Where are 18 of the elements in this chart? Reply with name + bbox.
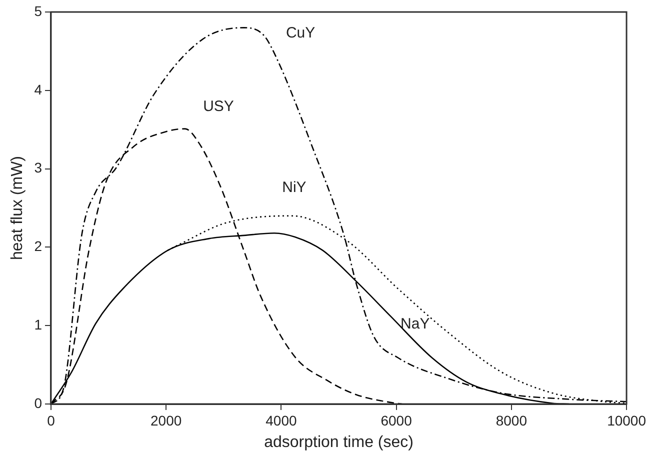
y-tick-label: 4 (34, 81, 42, 98)
x-tick-label: 10000 (607, 412, 646, 428)
y-tick-label: 0 (34, 394, 42, 411)
y-tick-label: 2 (34, 238, 42, 254)
y-tick-label: 1 (34, 316, 42, 332)
x-tick-label: 4000 (266, 412, 297, 428)
x-tick-label: 8000 (496, 412, 528, 428)
y-tick-label: 3 (34, 160, 42, 176)
y-axis-title: heat flux (mW) (9, 156, 26, 260)
series-label: CuY (286, 24, 316, 42)
x-tick-label: 2000 (150, 412, 182, 428)
series-label: NaY (400, 315, 430, 332)
series-label: NiY (282, 178, 306, 196)
x-tick-label: 6000 (380, 412, 412, 428)
series-label: USY (203, 98, 234, 115)
y-tick-label: 5 (34, 2, 42, 19)
x-axis-title: adsorption time (sec) (264, 434, 414, 451)
x-tick-label: 0 (47, 412, 56, 428)
